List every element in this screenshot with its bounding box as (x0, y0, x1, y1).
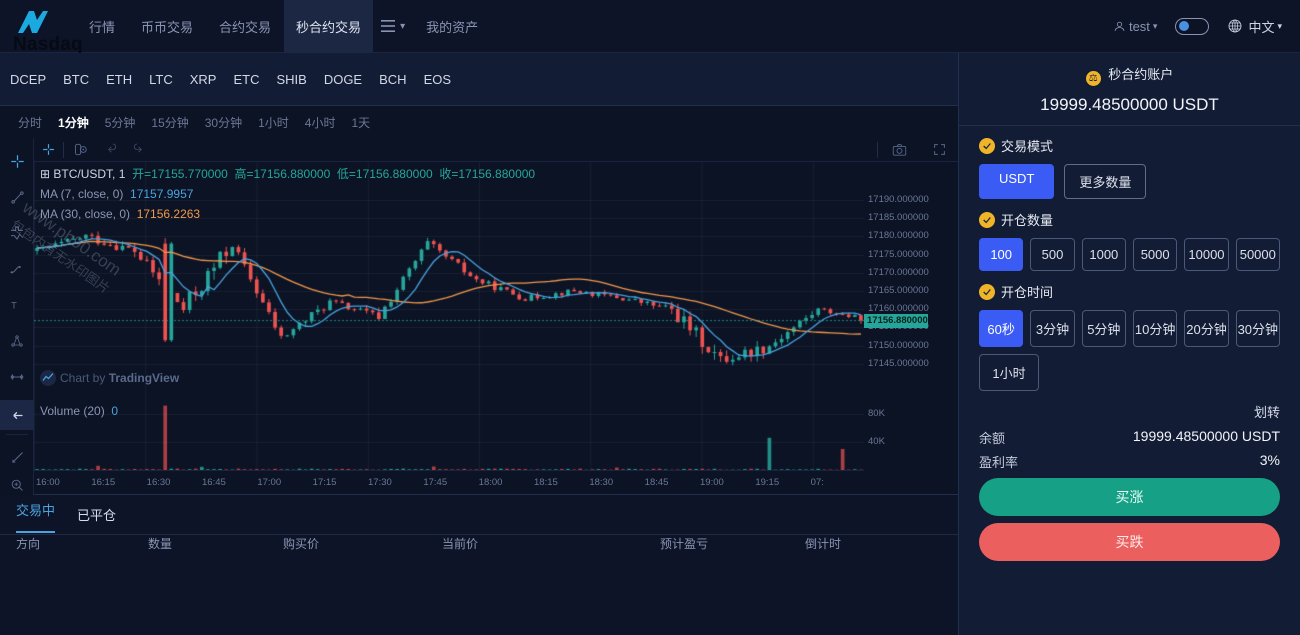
svg-text:T: T (11, 301, 17, 311)
